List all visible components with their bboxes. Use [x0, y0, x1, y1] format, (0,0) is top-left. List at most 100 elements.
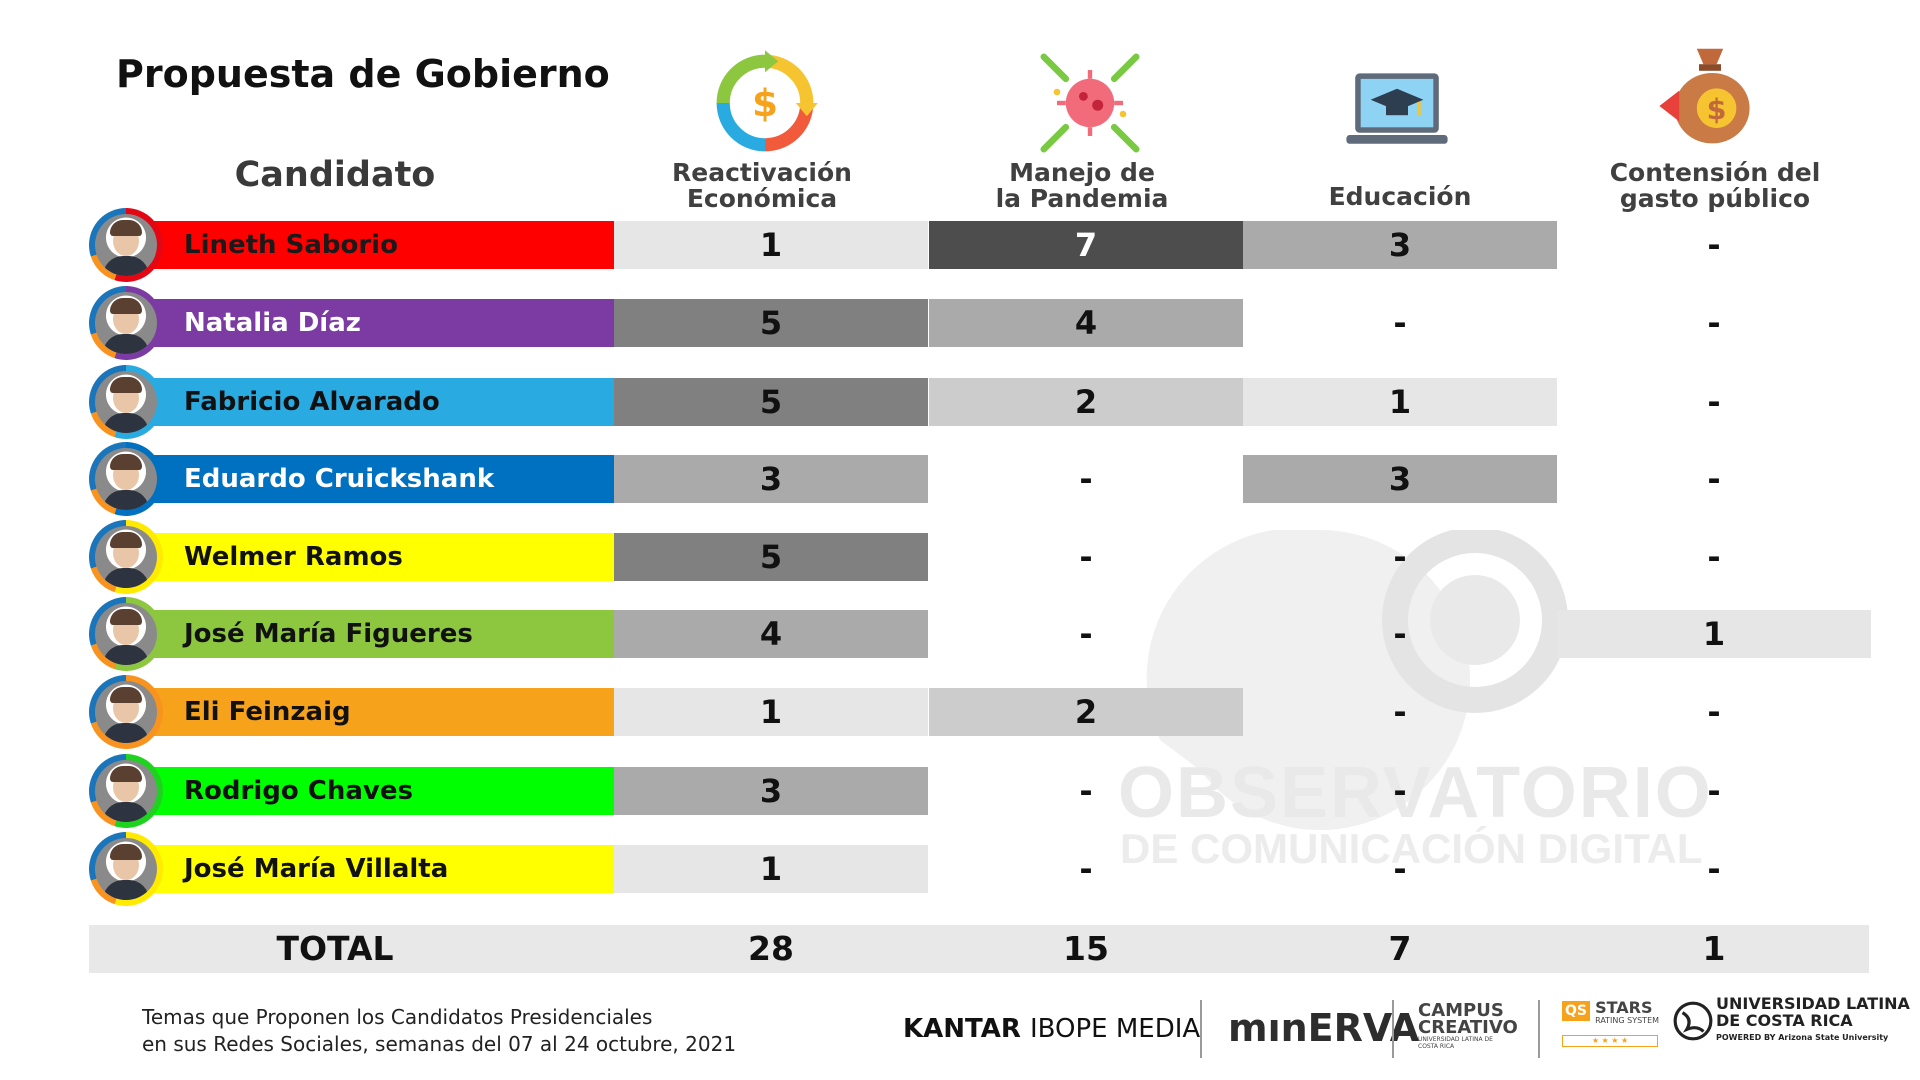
value-cell: - [1079, 615, 1093, 653]
value-cell: - [1079, 772, 1093, 810]
candidate-color-bar [128, 455, 614, 503]
table-row: José María Figueres 4 - - 1 [0, 597, 1920, 671]
candidate-name: Natalia Díaz [184, 308, 361, 338]
logo-separator [1392, 1000, 1394, 1058]
candidate-column-header: Candidato [234, 155, 436, 195]
candidate-name: Welmer Ramos [184, 542, 403, 572]
value-cell: - [1707, 772, 1721, 810]
candidate-name: Eli Feinzaig [184, 697, 351, 727]
globe-icon [1673, 1001, 1713, 1041]
value-cell: - [1393, 304, 1407, 342]
value-cell: 3 [614, 767, 928, 815]
candidate-color-bar [128, 299, 614, 347]
value-cell: - [1707, 304, 1721, 342]
table-row: José María Villalta 1 - - - [0, 832, 1920, 906]
candidate-color-bar [128, 221, 614, 269]
value-cell: 1 [1557, 610, 1871, 658]
candidate-avatar [89, 286, 163, 360]
candidate-avatar [89, 597, 163, 671]
value-cell: - [1707, 693, 1721, 731]
value-cell: - [1393, 693, 1407, 731]
total-gasto: 1 [1702, 929, 1726, 968]
candidate-color-bar [128, 610, 614, 658]
total-educacion: 7 [1388, 929, 1412, 968]
column-header-reactivacion: Reactivación Económica [672, 158, 852, 213]
page-title: Propuesta de Gobierno [116, 52, 610, 96]
footnote: Temas que Proponen los Candidatos Presid… [142, 1005, 737, 1056]
value-cell: - [1707, 850, 1721, 888]
candidate-color-bar [128, 533, 614, 581]
kantar-ibope-logo: KANTAR IBOPE MEDIA [903, 1014, 1201, 1044]
value-cell: 7 [929, 221, 1243, 269]
value-cell: 2 [929, 378, 1243, 426]
candidate-color-bar [128, 767, 614, 815]
value-cell: 5 [614, 533, 928, 581]
total-label: TOTAL [276, 929, 394, 968]
value-cell: 1 [1243, 378, 1557, 426]
value-cell: - [1707, 538, 1721, 576]
minerva-logo: mınERVA [1228, 1006, 1420, 1050]
candidate-avatar [89, 365, 163, 439]
value-cell: - [1707, 460, 1721, 498]
value-cell: 5 [614, 378, 928, 426]
table-row: Eli Feinzaig 1 2 - - [0, 675, 1920, 749]
value-cell: 4 [614, 610, 928, 658]
value-cell: - [1079, 538, 1093, 576]
candidate-avatar [89, 675, 163, 749]
watermark-title: OBSERVATORIO [1118, 753, 1713, 833]
value-cell: - [1393, 772, 1407, 810]
value-cell: - [1393, 615, 1407, 653]
watermark-subtitle: DE COMUNICACIÓN DIGITAL [1120, 825, 1703, 872]
table-row: Lineth Saborio 1 7 3 - [0, 208, 1920, 282]
candidate-avatar [89, 208, 163, 282]
total-pandemia: 15 [1063, 929, 1109, 968]
qs-stars-logo: QS STARS RATING SYSTEM ★ ★ ★ ★ [1562, 1000, 1659, 1047]
total-row-background [89, 925, 1869, 973]
svg-text:$: $ [1707, 92, 1727, 126]
candidate-name: José María Figueres [184, 619, 473, 649]
value-cell: - [1079, 850, 1093, 888]
economy-cycle-icon: $ [716, 50, 818, 152]
virus-icon [1040, 53, 1140, 153]
candidate-name: José María Villalta [184, 854, 449, 884]
value-cell: 3 [1243, 455, 1557, 503]
value-cell: 3 [1243, 221, 1557, 269]
table-row: Eduardo Cruickshank 3 - 3 - [0, 442, 1920, 516]
stars-rating-icon: ★ ★ ★ ★ [1562, 1035, 1658, 1047]
value-cell: - [1707, 226, 1721, 264]
candidate-avatar [89, 442, 163, 516]
candidate-name: Lineth Saborio [184, 230, 398, 260]
campus-creativo-logo: CAMPUS CREATIVO UNIVERSIDAD LATINA DE CO… [1418, 1000, 1518, 1051]
value-cell: 1 [614, 221, 928, 269]
logo-separator [1200, 1000, 1202, 1058]
candidate-avatar [89, 832, 163, 906]
value-cell: 3 [614, 455, 928, 503]
table-row: Fabricio Alvarado 5 2 1 - [0, 365, 1920, 439]
candidate-color-bar [128, 378, 614, 426]
candidate-name: Rodrigo Chaves [184, 776, 413, 806]
laptop-graduation-icon [1346, 73, 1448, 144]
candidate-name: Fabricio Alvarado [184, 387, 440, 417]
value-cell: - [1393, 538, 1407, 576]
logo-separator [1538, 1000, 1540, 1058]
candidate-name: Eduardo Cruickshank [184, 464, 495, 494]
table-row: Rodrigo Chaves 3 - - - [0, 754, 1920, 828]
value-cell: 4 [929, 299, 1243, 347]
total-reactivacion: 28 [748, 929, 794, 968]
value-cell: 1 [614, 845, 928, 893]
ulatina-logo: UNIVERSIDAD LATINA DE COSTA RICA POWERED… [1716, 994, 1910, 1042]
candidate-avatar [89, 754, 163, 828]
table-row: Welmer Ramos 5 - - - [0, 520, 1920, 594]
svg-text:$: $ [752, 81, 778, 125]
candidate-color-bar [128, 688, 614, 736]
value-cell: 2 [929, 688, 1243, 736]
column-header-pandemia: Manejo de la Pandemia [995, 158, 1169, 213]
column-header-educacion: Educación [1328, 182, 1472, 211]
value-cell: - [1707, 383, 1721, 421]
value-cell: 1 [614, 688, 928, 736]
table-row: Natalia Díaz 5 4 - - [0, 286, 1920, 360]
value-cell: - [1079, 460, 1093, 498]
column-header-gasto: Contensión del gasto público [1609, 158, 1821, 213]
value-cell: - [1393, 850, 1407, 888]
value-cell: 5 [614, 299, 928, 347]
